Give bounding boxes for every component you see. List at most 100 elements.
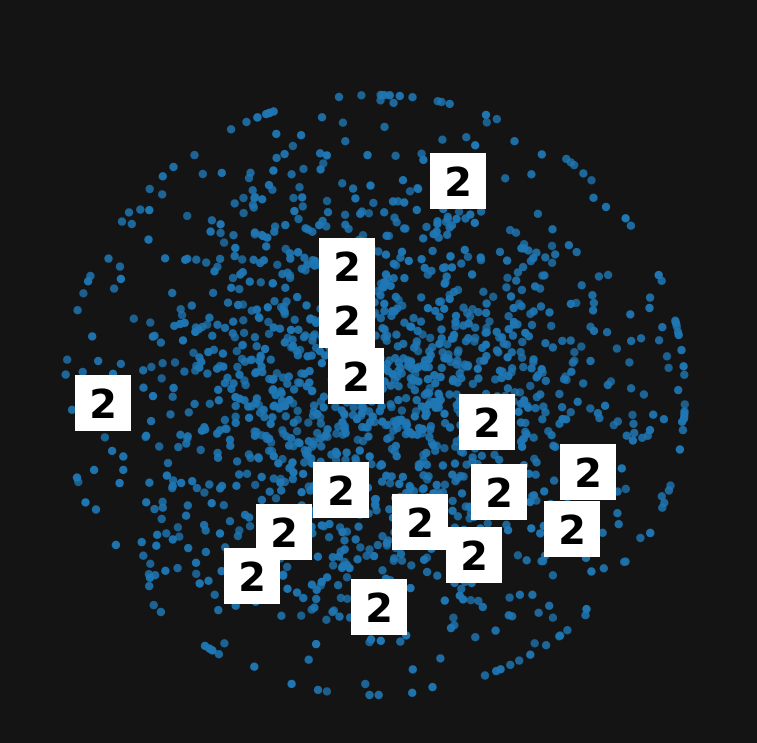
data-point[interactable]	[169, 383, 178, 393]
data-point[interactable]	[586, 356, 595, 366]
data-point[interactable]	[423, 304, 433, 313]
data-point[interactable]	[531, 404, 540, 413]
data-point[interactable]	[262, 431, 271, 441]
digit-thumbnail[interactable]: 2	[319, 238, 375, 294]
data-point[interactable]	[329, 606, 339, 615]
data-point[interactable]	[541, 253, 550, 262]
data-point[interactable]	[393, 342, 403, 351]
data-point[interactable]	[244, 402, 253, 411]
data-point[interactable]	[397, 406, 407, 415]
data-point[interactable]	[336, 547, 345, 556]
data-point[interactable]	[412, 337, 421, 346]
data-point[interactable]	[394, 395, 403, 405]
data-point[interactable]	[492, 346, 502, 355]
data-point[interactable]	[566, 336, 575, 345]
data-point[interactable]	[162, 471, 172, 480]
data-point[interactable]	[369, 551, 379, 561]
data-point[interactable]	[107, 446, 117, 456]
data-point[interactable]	[426, 425, 435, 434]
data-point[interactable]	[443, 215, 452, 224]
data-point[interactable]	[280, 309, 289, 319]
data-point[interactable]	[412, 205, 421, 215]
data-point[interactable]	[514, 407, 523, 416]
data-point[interactable]	[239, 208, 248, 218]
data-point[interactable]	[344, 224, 353, 234]
data-point[interactable]	[410, 386, 420, 395]
data-point[interactable]	[292, 427, 302, 436]
data-point[interactable]	[145, 184, 154, 194]
data-point[interactable]	[473, 364, 482, 373]
data-point[interactable]	[392, 218, 401, 227]
data-point[interactable]	[626, 221, 636, 230]
data-point[interactable]	[191, 558, 201, 567]
data-point[interactable]	[320, 432, 329, 441]
data-point[interactable]	[251, 369, 260, 378]
data-point[interactable]	[628, 436, 638, 445]
data-point[interactable]	[401, 224, 410, 233]
data-point[interactable]	[413, 347, 423, 356]
data-point[interactable]	[422, 567, 432, 577]
data-point[interactable]	[482, 323, 491, 333]
data-point[interactable]	[233, 300, 243, 310]
data-point[interactable]	[527, 320, 537, 330]
data-point[interactable]	[536, 302, 546, 311]
data-point[interactable]	[504, 325, 513, 334]
data-point[interactable]	[412, 395, 421, 405]
data-point[interactable]	[437, 334, 446, 343]
data-point[interactable]	[622, 431, 631, 440]
data-point[interactable]	[365, 690, 374, 700]
data-point[interactable]	[481, 308, 491, 318]
data-point[interactable]	[589, 193, 598, 202]
data-point[interactable]	[313, 685, 323, 695]
data-point[interactable]	[364, 209, 374, 218]
data-point[interactable]	[250, 427, 259, 436]
data-point[interactable]	[198, 322, 207, 332]
data-point[interactable]	[142, 498, 151, 507]
data-point[interactable]	[223, 373, 232, 382]
data-point[interactable]	[297, 488, 306, 497]
data-point[interactable]	[220, 415, 230, 425]
data-point[interactable]	[223, 298, 233, 307]
data-point[interactable]	[432, 227, 441, 236]
data-point[interactable]	[419, 555, 429, 564]
data-point[interactable]	[426, 351, 435, 360]
data-point[interactable]	[253, 113, 262, 122]
data-point[interactable]	[256, 278, 265, 287]
data-point[interactable]	[336, 593, 346, 603]
data-point[interactable]	[231, 401, 240, 411]
data-point[interactable]	[226, 125, 236, 134]
data-point[interactable]	[72, 473, 82, 482]
data-point[interactable]	[417, 402, 426, 411]
data-point[interactable]	[281, 283, 290, 292]
data-point[interactable]	[517, 285, 527, 295]
data-point[interactable]	[532, 392, 542, 402]
data-point[interactable]	[178, 336, 188, 345]
data-point[interactable]	[174, 442, 183, 452]
data-point[interactable]	[497, 373, 506, 383]
data-point[interactable]	[332, 429, 341, 438]
data-point[interactable]	[242, 117, 251, 127]
data-point[interactable]	[231, 412, 240, 421]
data-point[interactable]	[390, 554, 399, 563]
data-point[interactable]	[502, 283, 511, 292]
data-point[interactable]	[295, 183, 304, 192]
data-point[interactable]	[192, 569, 201, 579]
data-point[interactable]	[450, 459, 460, 468]
data-point[interactable]	[245, 522, 255, 531]
data-point[interactable]	[512, 276, 521, 285]
data-point[interactable]	[271, 494, 281, 503]
data-point[interactable]	[397, 556, 407, 565]
data-point[interactable]	[502, 256, 512, 265]
data-point[interactable]	[300, 458, 309, 467]
data-point[interactable]	[305, 366, 314, 376]
data-point[interactable]	[532, 458, 541, 467]
data-point[interactable]	[381, 421, 390, 430]
data-point[interactable]	[657, 492, 666, 501]
data-point[interactable]	[672, 322, 681, 331]
data-point[interactable]	[334, 92, 344, 102]
data-point[interactable]	[447, 263, 457, 272]
data-point[interactable]	[210, 267, 219, 276]
data-point[interactable]	[230, 251, 239, 261]
data-point[interactable]	[452, 437, 461, 446]
